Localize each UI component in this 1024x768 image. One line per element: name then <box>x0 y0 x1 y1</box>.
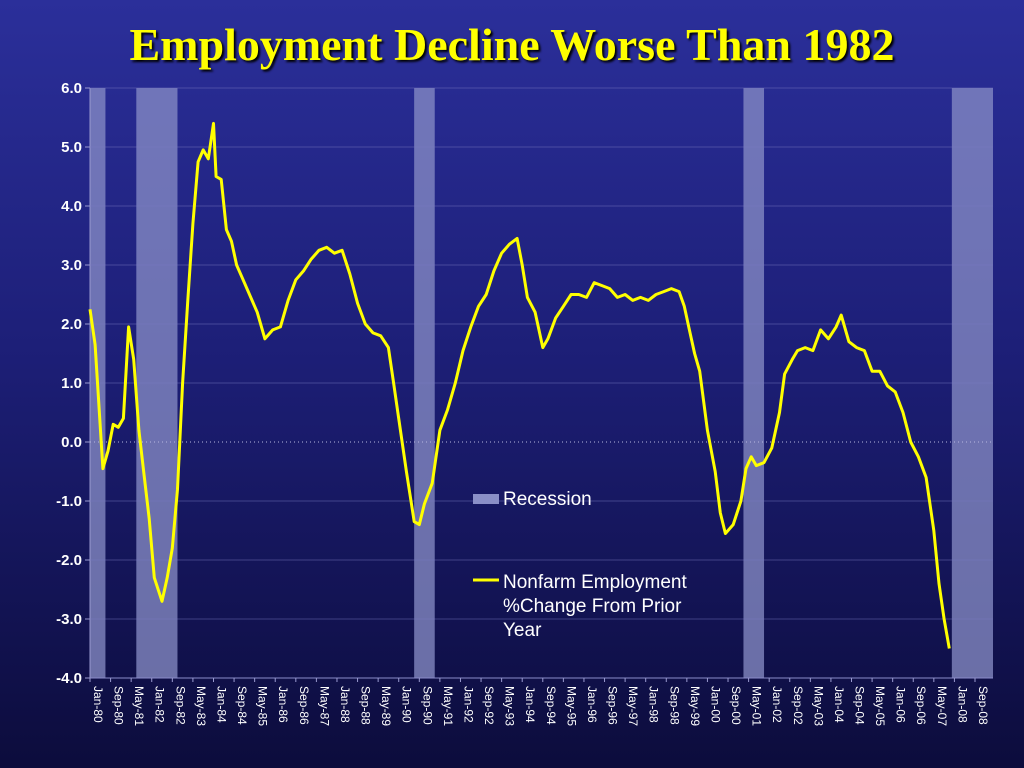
x-tick-label: May-95 <box>564 686 578 726</box>
x-tick-label: May-85 <box>256 686 270 726</box>
x-tick-label: Sep-06 <box>914 686 928 725</box>
x-tick-label: Jan-02 <box>770 686 784 723</box>
y-tick-label: 3.0 <box>61 257 82 274</box>
x-tick-label: Sep-96 <box>606 686 620 725</box>
x-tick-label: Sep-88 <box>359 686 373 725</box>
y-tick-label: 1.0 <box>61 375 82 392</box>
x-tick-label: Jan-80 <box>91 686 105 723</box>
x-tick-label: Sep-08 <box>976 686 990 725</box>
x-tick-label: May-97 <box>626 686 640 726</box>
x-tick-label: Jan-82 <box>153 686 167 723</box>
x-tick-label: May-81 <box>132 686 146 726</box>
y-tick-label: 5.0 <box>61 139 82 156</box>
x-tick-label: Jan-98 <box>647 686 661 723</box>
x-tick-label: May-99 <box>688 686 702 726</box>
y-tick-label: -3.0 <box>56 611 82 628</box>
y-tick-label: 0.0 <box>61 434 82 451</box>
y-tick-label: -4.0 <box>56 670 82 687</box>
legend-series-label-line: Nonfarm Employment <box>503 572 687 593</box>
x-tick-label: Sep-84 <box>235 686 249 725</box>
y-tick-label: -1.0 <box>56 493 82 510</box>
x-tick-label: Jan-08 <box>955 686 969 723</box>
x-tick-label: Sep-98 <box>667 686 681 725</box>
y-tick-label: 4.0 <box>61 198 82 215</box>
legend-recession-label: Recession <box>503 489 592 510</box>
x-tick-label: Jan-92 <box>461 686 475 723</box>
chart-title: Employment Decline Worse Than 1982 <box>129 19 895 70</box>
x-tick-label: Sep-94 <box>544 686 558 725</box>
x-tick-label: Jan-88 <box>338 686 352 723</box>
x-tick-label: Jan-86 <box>276 686 290 723</box>
x-tick-label: Sep-92 <box>482 686 496 725</box>
x-tick-label: May-91 <box>441 686 455 726</box>
legend-series-label-line: Year <box>503 620 542 641</box>
x-tick-label: May-05 <box>873 686 887 726</box>
x-tick-label: May-87 <box>317 686 331 726</box>
employment-series-line <box>88 121 951 649</box>
x-tick-label: May-83 <box>194 686 208 726</box>
x-tick-label: Sep-04 <box>853 686 867 725</box>
legend-series-label: Nonfarm Employment %Change From Prior Year <box>503 572 687 641</box>
y-tick-label: 6.0 <box>61 80 82 97</box>
x-tick-label: May-01 <box>750 686 764 726</box>
x-tick-label: May-89 <box>379 686 393 726</box>
x-tick-label: Jan-04 <box>832 686 846 723</box>
x-tick-label: Jan-90 <box>400 686 414 723</box>
legend-series-label-line: %Change From Prior <box>503 596 682 617</box>
y-tick-label: -2.0 <box>56 552 82 569</box>
x-tick-label: Sep-02 <box>791 686 805 725</box>
y-tick-label: 2.0 <box>61 316 82 333</box>
x-tick-label: Jan-94 <box>523 686 537 723</box>
x-tick-label: Jan-96 <box>585 686 599 723</box>
x-tick-label: Sep-80 <box>112 686 126 725</box>
x-tick-label: May-07 <box>935 686 949 726</box>
x-tick-label: May-93 <box>503 686 517 726</box>
x-tick-label: Jan-84 <box>214 686 228 723</box>
legend-recession-swatch <box>473 494 499 504</box>
x-tick-label: Jan-06 <box>894 686 908 723</box>
x-tick-label: Sep-86 <box>297 686 311 725</box>
x-tick-label: Sep-82 <box>173 686 187 725</box>
x-tick-label: Jan-00 <box>708 686 722 723</box>
x-tick-label: May-03 <box>811 686 825 726</box>
x-tick-label: Sep-90 <box>420 686 434 725</box>
x-tick-label: Sep-00 <box>729 686 743 725</box>
